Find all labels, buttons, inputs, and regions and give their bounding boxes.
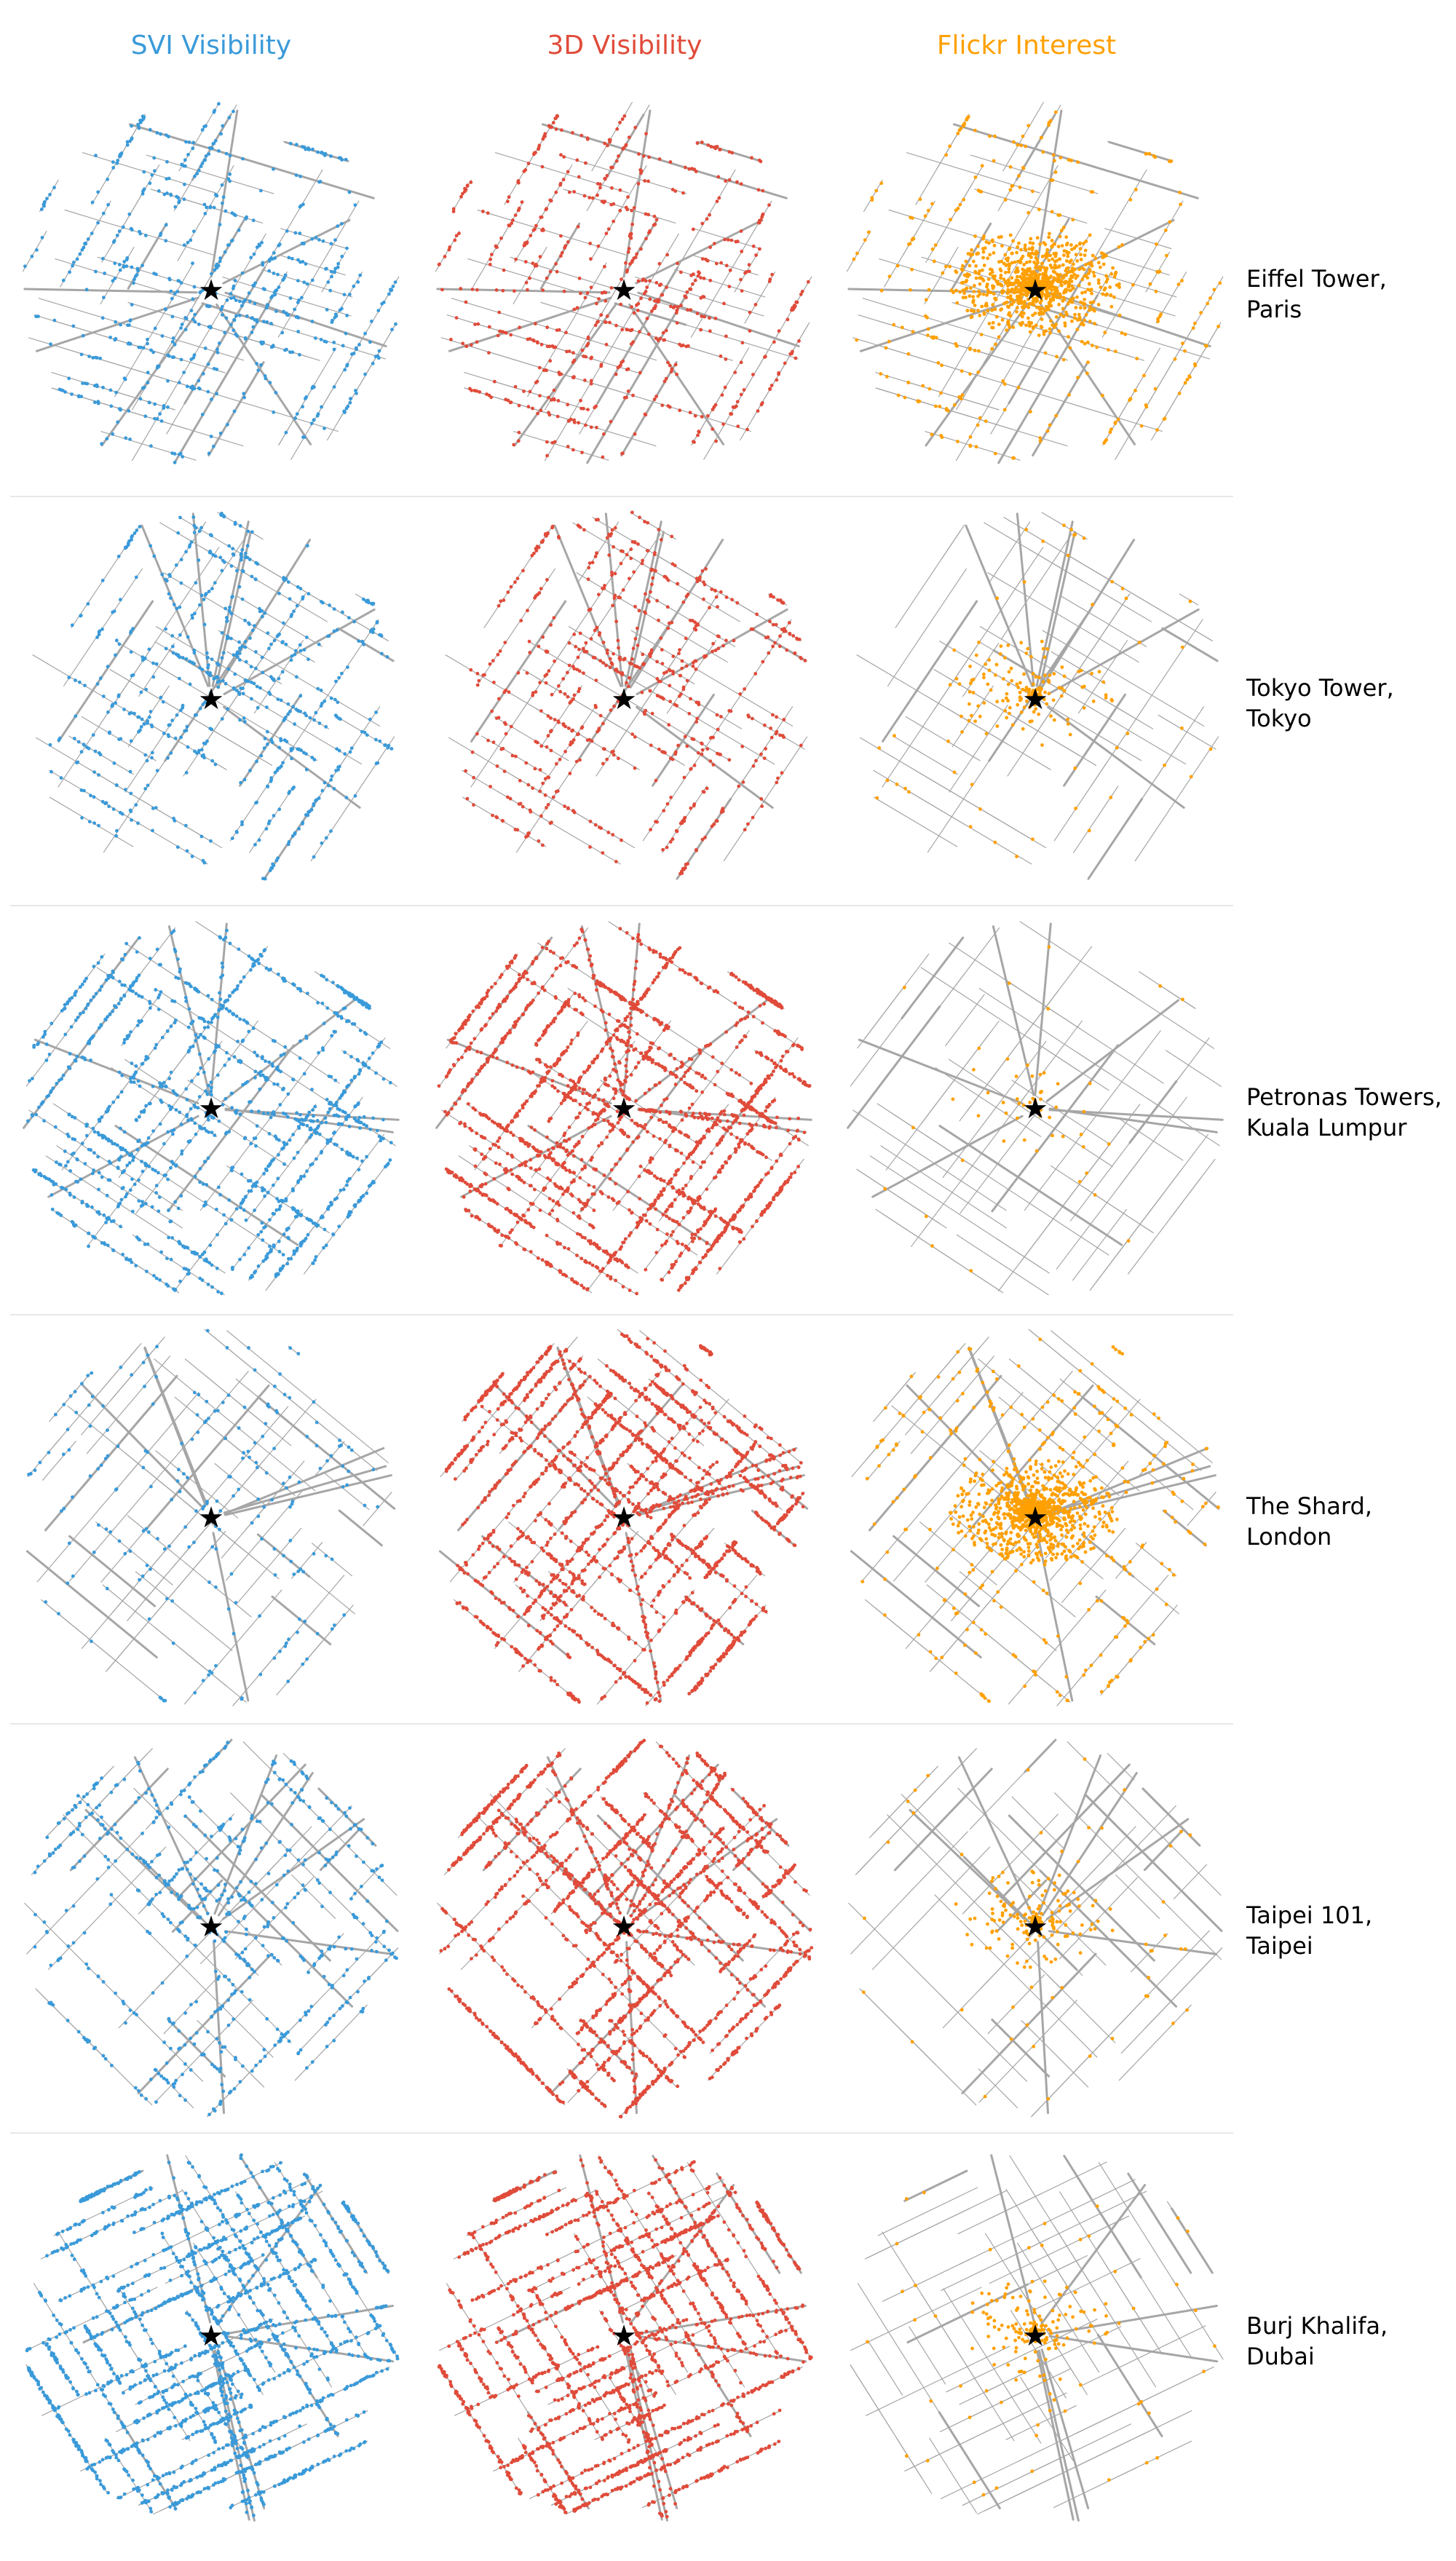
map-panel-3d-1: ★: [435, 101, 812, 464]
row-landmark: Petronas Towers,: [1246, 1082, 1454, 1112]
row-landmark: The Shard,: [1246, 1491, 1454, 1521]
map-panel-svi-3: ★: [23, 921, 400, 1296]
road-network: [847, 921, 1224, 1296]
map-panel-3d-6: ★: [437, 2154, 813, 2522]
map-panel-flickr-5: ★: [848, 1738, 1223, 2118]
observation-points: [852, 110, 1222, 460]
row-landmark: Tokyo Tower,: [1246, 673, 1454, 703]
map-panel-3d-5: ★: [437, 1738, 814, 2118]
map-panel-svi-6: ★: [25, 2153, 400, 2522]
observation-points: [48, 511, 394, 881]
observation-points: [26, 928, 393, 1296]
star-icon: ★: [1022, 274, 1048, 307]
star-icon: ★: [198, 1910, 224, 1944]
observation-points: [25, 2153, 400, 2517]
row-landmark: Taipei 101,: [1246, 1900, 1454, 1931]
row-label-kuala-lumpur: Petronas Towers, Kuala Lumpur: [1246, 1082, 1454, 1143]
observation-points: [437, 114, 810, 459]
row-city: Paris: [1246, 294, 1454, 325]
star-icon: ★: [1022, 1501, 1048, 1535]
star-icon: ★: [611, 1501, 637, 1535]
observation-points: [464, 510, 807, 876]
observation-points: [883, 945, 1184, 1273]
observation-points: [875, 523, 1213, 858]
road-network: [848, 1738, 1223, 2118]
star-icon: ★: [611, 683, 637, 716]
row-city: Dubai: [1246, 2341, 1454, 2372]
observation-points: [439, 1738, 814, 2118]
row-separator: [10, 1314, 1233, 1315]
star-icon: ★: [198, 2319, 224, 2353]
row-city: Kuala Lumpur: [1246, 1112, 1454, 1143]
row-separator: [10, 496, 1233, 497]
column-title-flickr: Flickr Interest: [837, 31, 1216, 60]
map-panel-flickr-4: ★: [850, 1329, 1220, 1706]
road-network: [850, 2154, 1224, 2522]
map-panel-svi-2: ★: [32, 511, 395, 881]
star-icon: ★: [1022, 2319, 1048, 2353]
star-icon: ★: [611, 1910, 637, 1944]
row-label-taipei: Taipei 101, Taipei: [1246, 1900, 1454, 1961]
map-panel-svi-4: ★: [25, 1329, 396, 1706]
observation-points: [861, 1757, 1192, 2101]
star-icon: ★: [198, 1092, 224, 1125]
star-icon: ★: [1022, 1092, 1048, 1125]
observation-points: [860, 1337, 1220, 1703]
map-panel-svi-1: ★: [22, 101, 400, 464]
row-label-dubai: Burj Khalifa, Dubai: [1246, 2311, 1454, 2372]
row-label-london: The Shard, London: [1246, 1491, 1454, 1552]
star-icon: ★: [198, 274, 224, 307]
map-panel-flickr-6: ★: [850, 2154, 1224, 2522]
star-icon: ★: [1022, 683, 1048, 716]
star-icon: ★: [611, 1092, 637, 1125]
row-city: London: [1246, 1521, 1454, 1552]
map-panel-svi-5: ★: [24, 1738, 399, 2118]
observation-points: [437, 2156, 813, 2519]
star-icon: ★: [1022, 1910, 1048, 1944]
observation-points: [33, 1741, 398, 2116]
row-label-paris: Eiffel Tower, Paris: [1246, 264, 1454, 325]
observation-points: [27, 1329, 380, 1703]
star-icon: ★: [198, 683, 224, 716]
observation-points: [866, 2190, 1216, 2497]
map-panel-flickr-1: ★: [846, 101, 1224, 464]
row-city: Taipei: [1246, 1931, 1454, 1961]
column-title-3d: 3D Visibility: [435, 31, 814, 60]
observation-points: [23, 102, 397, 464]
map-panel-3d-4: ★: [438, 1329, 809, 1706]
star-icon: ★: [611, 2319, 637, 2353]
column-title-svi: SVI Visibility: [22, 31, 400, 60]
row-landmark: Eiffel Tower,: [1246, 264, 1454, 294]
observation-points: [437, 927, 812, 1296]
row-city: Tokyo: [1246, 703, 1454, 734]
map-panel-3d-3: ★: [435, 921, 812, 1296]
star-icon: ★: [198, 1501, 224, 1535]
row-label-tokyo: Tokyo Tower, Tokyo: [1246, 673, 1454, 734]
row-separator: [10, 1723, 1233, 1725]
row-separator: [10, 905, 1233, 906]
observation-points: [444, 1332, 805, 1705]
row-landmark: Burj Khalifa,: [1246, 2311, 1454, 2341]
row-separator: [10, 2132, 1233, 2134]
map-panel-3d-2: ★: [445, 510, 808, 880]
star-icon: ★: [611, 274, 637, 307]
map-panel-flickr-2: ★: [856, 512, 1219, 880]
map-panel-flickr-3: ★: [847, 921, 1224, 1296]
